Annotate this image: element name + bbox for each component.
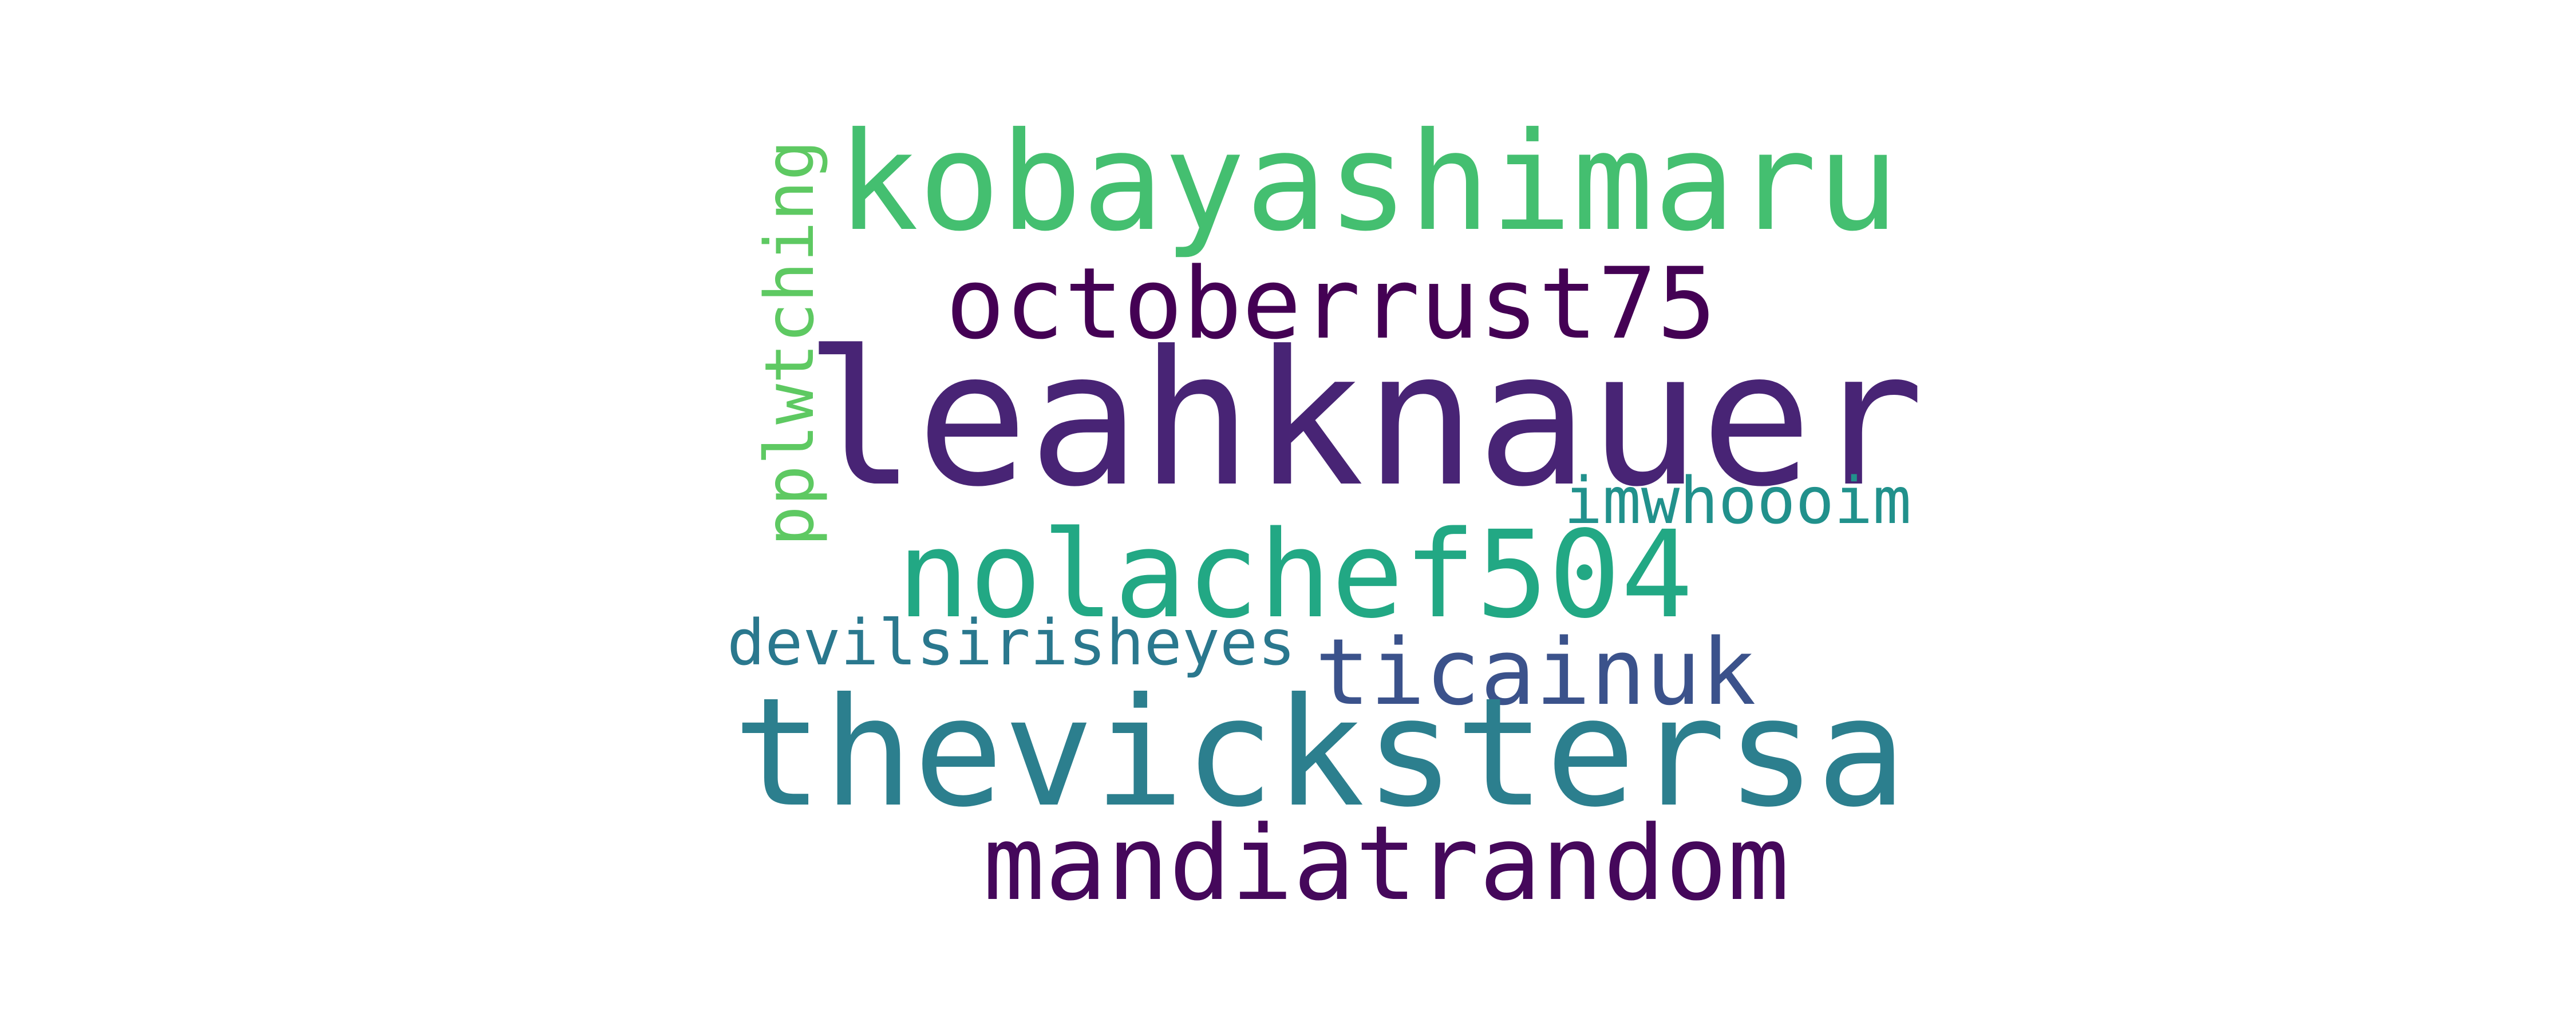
word-nolachef504: nolachef504: [897, 505, 1693, 645]
word-thevickstersa: thevickstersa: [733, 665, 1907, 840]
word-devilsirisheyes: devilsirisheyes: [727, 606, 1296, 679]
word-pplwtching: pplwtching: [750, 140, 829, 546]
word-octoberrust75: octoberrust75: [946, 246, 1717, 361]
word-ticainuk: ticainuk: [1315, 619, 1756, 726]
word-imwhoooim: imwhoooim: [1564, 464, 1911, 538]
word-mandiatrandom: mandiatrandom: [983, 804, 1789, 924]
word-leahknauer: leahknauer: [804, 311, 1925, 528]
word-kobayashimaru: kobayashimaru: [837, 103, 1899, 261]
